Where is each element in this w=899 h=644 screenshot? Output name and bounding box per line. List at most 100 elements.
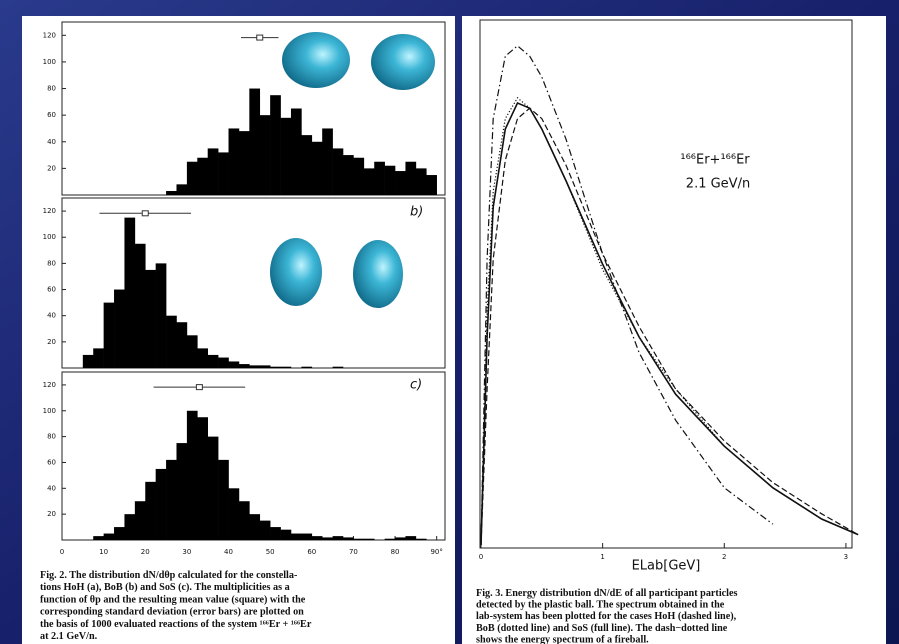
curve (480, 107, 859, 546)
mean-marker (256, 34, 264, 41)
histogram-bar (228, 488, 240, 540)
y-tick-label: 40 (47, 138, 56, 146)
caption-line: Fig. 3. Energy distribution dN/dE of all… (476, 588, 738, 599)
histogram-bar (103, 533, 115, 540)
histogram-bar (197, 157, 209, 195)
histogram-bar (197, 348, 209, 368)
histogram-bar (93, 348, 104, 368)
caption-line: lab-system has been plotted for the case… (476, 611, 737, 622)
x-tick-label: 90° (430, 548, 442, 556)
histogram-bar (207, 354, 219, 368)
histogram-bar (384, 538, 396, 540)
histogram-bar (426, 175, 437, 195)
histogram-bar (145, 481, 156, 540)
y-tick-label: 60 (47, 286, 56, 294)
histogram-bar (176, 322, 188, 368)
histogram-bar (228, 361, 240, 368)
histogram-bar (228, 128, 240, 195)
y-tick-label: 80 (47, 85, 56, 93)
histogram-bar (405, 161, 417, 195)
y-tick-label: 100 (43, 407, 56, 415)
y-tick-label: 80 (47, 433, 56, 441)
x-tick-label: 1 (600, 553, 604, 561)
histogram-bar (301, 135, 313, 195)
histogram-bar (322, 537, 333, 540)
x-tick-label: 0 (60, 548, 64, 556)
histogram-bar (134, 243, 146, 368)
histogram-bar (290, 533, 302, 540)
histogram-bar (207, 148, 219, 195)
x-tick-label: 10 (99, 548, 108, 556)
right-figure (462, 16, 886, 644)
histogram-bar (363, 538, 375, 540)
histogram-bar (384, 165, 396, 195)
annotation: 2.1 GeV/n (686, 177, 750, 192)
histogram-bar (332, 536, 344, 540)
nucleus (353, 240, 403, 308)
histogram-bar (322, 128, 333, 195)
curve (480, 45, 774, 546)
histogram-bar (166, 191, 177, 195)
histogram-bar (415, 538, 427, 540)
histogram-bar (290, 108, 302, 195)
histogram-bar (280, 529, 292, 540)
y-tick-label: 20 (47, 164, 56, 172)
y-tick-label: 120 (43, 31, 56, 39)
histogram-bar (343, 537, 354, 540)
histogram-bar (415, 168, 427, 195)
caption-line: Fig. 2. The distribution dN/dθp calculat… (40, 570, 298, 581)
caption-line: the basis of 1000 evaluated reactions of… (40, 619, 312, 630)
caption-line: corresponding standard deviation (error … (40, 607, 304, 618)
caption-line: at 2.1 GeV/n. (40, 631, 98, 642)
x-tick-label: 2 (722, 553, 726, 561)
y-tick-label: 100 (43, 58, 56, 66)
y-tick-label: 60 (47, 458, 56, 466)
x-tick-label: 40 (224, 548, 233, 556)
histogram-bar (166, 315, 177, 368)
histogram-bar (395, 171, 406, 195)
panel-label: c) (410, 378, 422, 393)
histogram-bar (395, 537, 406, 540)
x-tick-label: 0 (479, 553, 483, 561)
histogram-bar (176, 184, 188, 195)
histogram-bar (249, 514, 261, 540)
histogram-bar (332, 148, 344, 195)
histogram-bar (103, 302, 115, 368)
x-tick-label: 80 (391, 548, 400, 556)
mean-marker (141, 210, 149, 217)
y-tick-label: 40 (47, 312, 56, 320)
histogram-bar (186, 410, 198, 540)
histogram-bar (280, 366, 292, 368)
caption-line: shows the energy spectrum of a fireball. (476, 634, 649, 644)
histogram-bar (238, 131, 250, 195)
histogram-bar (93, 536, 104, 540)
nucleus (282, 32, 350, 88)
histogram-bar (155, 468, 167, 540)
histogram-bar (238, 501, 250, 540)
histogram-bar (405, 536, 417, 540)
nucleus (371, 34, 435, 90)
histogram-bar (270, 95, 281, 195)
histogram-bar (249, 88, 261, 195)
histogram-bar (353, 538, 365, 540)
y-tick-label: 120 (43, 381, 56, 389)
nucleus (270, 238, 322, 306)
caption-line: tions HoH (a), BoB (b) and SoS (c). The … (40, 582, 290, 593)
y-tick-label: 80 (47, 259, 56, 267)
histogram-bar (332, 366, 344, 368)
x-tick-label: 30 (182, 548, 191, 556)
histogram-bar (114, 527, 125, 540)
x-tick-label: 60 (307, 548, 316, 556)
histogram-bar (124, 514, 136, 540)
histogram-bar (311, 141, 323, 195)
histogram-bar (218, 459, 229, 540)
histogram-bar (249, 365, 261, 368)
histogram-bar (186, 335, 198, 368)
histogram-bar (197, 417, 209, 540)
mean-marker (195, 384, 203, 391)
caption-line: BoB (dotted line) and SoS (full line). T… (476, 623, 728, 634)
histogram-bar (207, 436, 219, 540)
x-tick-label: 20 (141, 548, 150, 556)
curve (480, 96, 859, 546)
